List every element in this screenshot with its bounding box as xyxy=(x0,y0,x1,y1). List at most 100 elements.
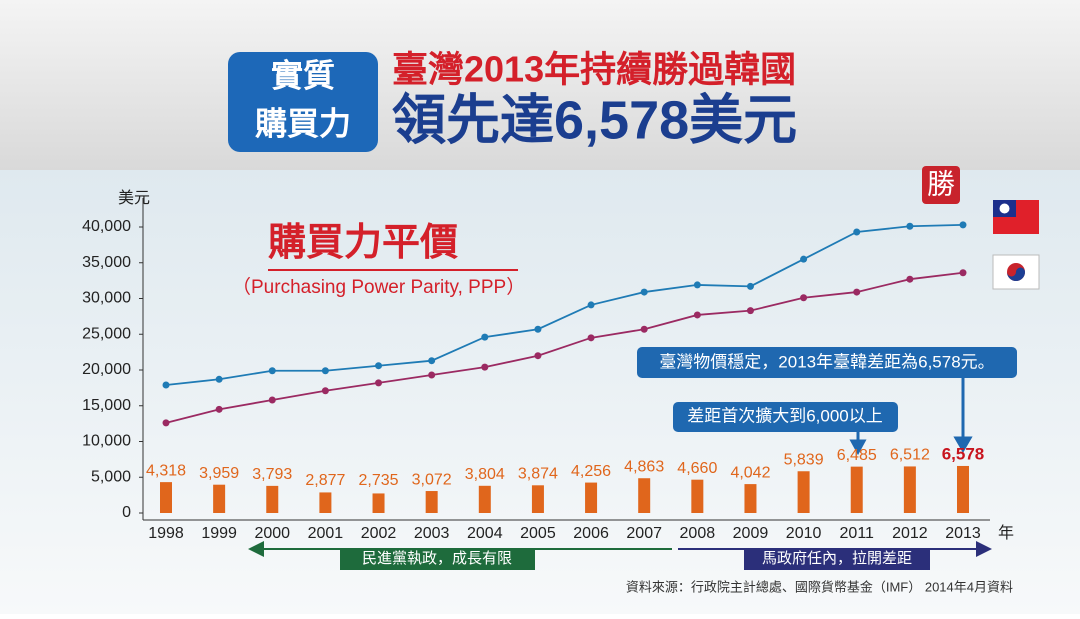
point xyxy=(746,307,754,315)
y-tick-label: 0 xyxy=(122,504,131,521)
point xyxy=(640,325,648,333)
bar-label: 2,735 xyxy=(359,472,399,489)
bar-label: 3,804 xyxy=(465,466,505,483)
flag-korea xyxy=(992,254,1040,290)
period-label: 民進黨執政，成長有限 xyxy=(362,550,512,567)
point xyxy=(534,325,542,333)
bar-label: 3,793 xyxy=(252,466,292,483)
point xyxy=(215,405,223,413)
x-tick-label: 2002 xyxy=(361,525,397,542)
headline: 領先達6,578美元 xyxy=(392,89,797,150)
stamp xyxy=(922,166,960,204)
callout-arrow xyxy=(849,432,867,456)
x-tick-label: 2005 xyxy=(520,525,556,542)
x-axis-label: 年 xyxy=(998,524,1014,542)
bar xyxy=(638,478,651,513)
bar-label: 3,959 xyxy=(199,465,239,482)
x-tick-label: 2013 xyxy=(945,525,981,542)
bar-label: 4,863 xyxy=(624,458,664,475)
point xyxy=(906,222,914,230)
bar xyxy=(903,466,916,513)
point xyxy=(162,381,170,389)
y-tick-label: 25,000 xyxy=(82,325,131,342)
x-tick-label: 2006 xyxy=(573,525,609,542)
header-bg xyxy=(0,0,1080,170)
bar xyxy=(478,485,491,513)
bar-label: 4,318 xyxy=(146,462,186,479)
callout: 差距首次擴大到6,000以上 xyxy=(687,406,883,425)
chart-title: 購買力平價 xyxy=(268,222,458,264)
point xyxy=(534,352,542,360)
y-tick-label: 20,000 xyxy=(82,361,131,378)
point xyxy=(268,396,276,404)
bar-label: 3,874 xyxy=(518,466,558,483)
y-tick-label: 15,000 xyxy=(82,397,131,414)
source: 資料來源：行政院主計總處、國際貨幣基金（IMF） 2014年4月資料 xyxy=(626,579,1013,594)
point xyxy=(481,363,489,371)
line xyxy=(165,223,964,386)
bar xyxy=(372,493,385,513)
bar-label: 4,660 xyxy=(677,460,717,477)
point xyxy=(906,275,914,283)
period-box xyxy=(744,548,930,570)
bar xyxy=(319,492,332,513)
bar xyxy=(213,484,226,513)
chart-bg xyxy=(0,170,1080,614)
point xyxy=(959,221,967,229)
point xyxy=(428,357,436,365)
x-tick-label: 2008 xyxy=(680,525,716,542)
point xyxy=(853,228,861,236)
bar-label: 4,256 xyxy=(571,463,611,480)
bar xyxy=(744,484,757,513)
bar-label: 4,042 xyxy=(730,464,770,481)
x-tick-label: 2001 xyxy=(308,525,344,542)
y-tick-label: 10,000 xyxy=(82,433,131,450)
period-box xyxy=(340,548,535,570)
x-tick-label: 2010 xyxy=(786,525,822,542)
point xyxy=(693,311,701,319)
x-tick-label: 2012 xyxy=(892,525,928,542)
callout: 臺灣物價穩定，2013年臺韓差距為6,578元。 xyxy=(659,352,994,371)
bar-label: 3,072 xyxy=(412,471,452,488)
stamp-text: 勝 xyxy=(927,168,955,199)
point xyxy=(481,333,489,341)
period-label: 馬政府任內，拉開差距 xyxy=(762,550,912,567)
x-tick-label: 1999 xyxy=(201,525,237,542)
x-tick-label: 2007 xyxy=(626,525,662,542)
y-tick-label: 40,000 xyxy=(82,218,131,235)
bar-label: 6,578 xyxy=(942,444,985,463)
point xyxy=(746,282,754,290)
x-tick-label: 2004 xyxy=(467,525,503,542)
bar-label: 2,877 xyxy=(305,472,345,489)
point xyxy=(587,334,595,342)
point xyxy=(640,288,648,296)
bar xyxy=(160,482,172,513)
point xyxy=(959,269,967,277)
badge xyxy=(228,52,378,152)
point xyxy=(162,419,170,427)
x-tick-label: 2000 xyxy=(254,525,290,542)
flag-taiwan xyxy=(993,200,1039,234)
callout-box xyxy=(637,347,1017,378)
point xyxy=(800,255,808,263)
point xyxy=(853,288,861,296)
point xyxy=(428,371,436,379)
badge-text: 購買力 xyxy=(255,105,351,141)
y-tick-label: 5,000 xyxy=(91,468,131,485)
bar xyxy=(691,479,704,513)
bar xyxy=(797,471,810,513)
y-axis-label: 美元 xyxy=(118,189,150,207)
x-tick-label: 2003 xyxy=(414,525,450,542)
point xyxy=(375,362,383,370)
point xyxy=(321,367,329,375)
x-tick-label: 2009 xyxy=(733,525,769,542)
point xyxy=(800,294,808,302)
point xyxy=(587,301,595,309)
bar xyxy=(850,466,863,513)
callout-arrow xyxy=(953,378,973,453)
x-tick-label: 1998 xyxy=(148,525,184,542)
bar xyxy=(425,491,438,513)
y-tick-label: 30,000 xyxy=(82,290,131,307)
